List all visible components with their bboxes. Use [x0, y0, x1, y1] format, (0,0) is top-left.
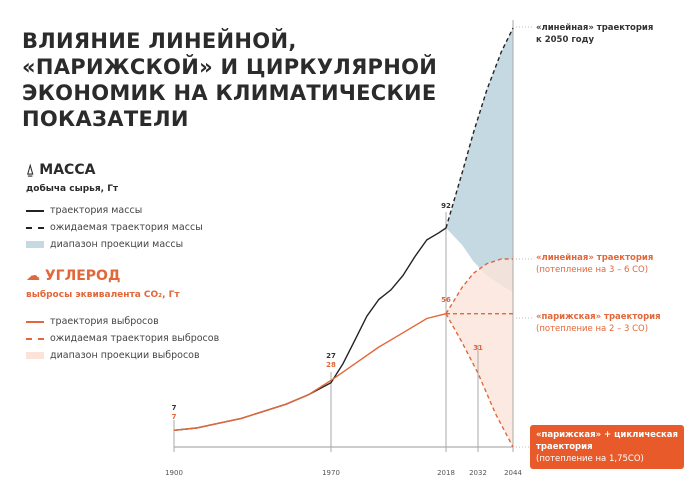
- annotation-paris: «парижская» траектория (потепление на 2 –…: [536, 312, 661, 334]
- cloud-icon: ☁: [26, 268, 45, 284]
- carbon-heading: ☁ УГЛЕРОД: [26, 268, 121, 284]
- series-траектория массы: [173, 227, 447, 431]
- label-mass-1900: 7: [172, 404, 177, 412]
- annotation-linear-carbon: «линейная» траектория (потепление на 3 – …: [536, 253, 654, 275]
- label-carbon-2018: 56: [441, 296, 451, 304]
- series-траектория выбросов: [173, 313, 447, 431]
- series-carbon-circular: [445, 313, 514, 448]
- legend-mass-band: диапазон проекции массы: [26, 239, 183, 250]
- legend-carbon-band: диапазон проекции выбросов: [26, 350, 200, 361]
- tick-label-1970: 1970: [322, 469, 340, 477]
- mass-projection-band: [446, 28, 513, 293]
- series-mass-linear: [445, 27, 514, 229]
- legend-carbon-line: траектория выбросов: [26, 316, 159, 327]
- label-mass-2018: 92: [441, 202, 451, 210]
- weight-icon: ⍙: [26, 162, 40, 178]
- mass-heading: ⍙ МАССА: [26, 162, 96, 178]
- tick-label-2044: 2044: [504, 469, 522, 477]
- legend-mass-line: траектория массы: [26, 205, 142, 216]
- page-title: ВЛИЯНИЕ ЛИНЕЙНОЙ, «ПАРИЖСКОЙ» И ЦИРКУЛЯР…: [22, 29, 438, 131]
- legend-mass-dash: ожидаемая траектория массы: [26, 222, 203, 233]
- series-carbon-linear: [445, 258, 513, 315]
- label-carbon-2032: 31: [473, 344, 483, 352]
- carbon-unit: выбросы эквивалента CO₂, Гт: [26, 290, 180, 300]
- carbon-projection-band: [446, 259, 513, 447]
- tick-label-2018: 2018: [437, 469, 455, 477]
- tick-label-1900: 1900: [165, 469, 183, 477]
- annotation-circular: «парижская» + циклическая траектория (пот…: [530, 425, 684, 469]
- mass-unit: добыча сырья, Гт: [26, 184, 119, 194]
- legend-carbon-dash: ожидаемая траектория выбросов: [26, 333, 219, 344]
- label-carbon-1970: 28: [326, 361, 336, 369]
- label-carbon-1900: 7: [172, 413, 177, 421]
- label-mass-1970: 27: [326, 352, 336, 360]
- tick-label-2032: 2032: [469, 469, 487, 477]
- annotation-linear-mass: «линейная» траектория к 2050 году: [536, 23, 654, 45]
